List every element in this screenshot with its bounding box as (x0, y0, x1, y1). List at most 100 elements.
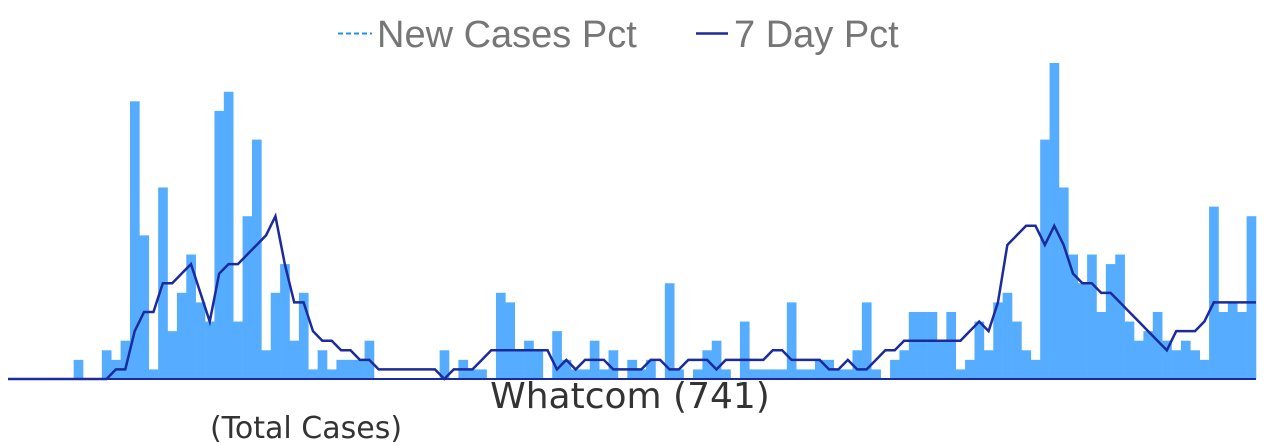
bar (308, 369, 318, 379)
bar (571, 369, 581, 379)
bar (636, 369, 647, 379)
bar (843, 369, 853, 379)
bar (298, 292, 309, 379)
bar (270, 292, 281, 379)
bar (871, 369, 881, 379)
bar (120, 340, 131, 379)
bar (261, 350, 272, 379)
seven-day-line (8, 212, 1256, 381)
bar (955, 369, 966, 379)
bar (936, 340, 947, 379)
bar (561, 359, 572, 379)
bar (1124, 321, 1135, 379)
bar (477, 369, 487, 379)
bar (129, 101, 140, 380)
bar (899, 350, 910, 379)
bar (139, 235, 150, 379)
bar (176, 292, 187, 379)
bar (524, 340, 534, 379)
legend-label-new-cases-pct: New Cases Pct (377, 14, 637, 56)
chart-title: Whatcom (741) (490, 376, 770, 417)
bar (495, 292, 506, 379)
bar (1134, 340, 1144, 379)
bar (1246, 216, 1257, 379)
bar (1012, 321, 1022, 379)
bar (646, 359, 656, 379)
bar (327, 369, 337, 379)
bar (908, 311, 919, 379)
bars (73, 63, 1257, 380)
bar (861, 302, 872, 379)
bar (674, 369, 684, 379)
bar (833, 369, 844, 379)
bar (749, 369, 759, 379)
bar (1058, 187, 1069, 379)
bar (852, 350, 863, 379)
bar (336, 359, 347, 379)
bar (890, 359, 900, 379)
bar (233, 321, 243, 379)
bar (946, 311, 957, 379)
bar (805, 369, 816, 379)
bar (1190, 350, 1200, 379)
bar (73, 359, 84, 379)
bar (711, 340, 722, 379)
bar (345, 359, 356, 379)
bar (467, 369, 478, 379)
bar (993, 302, 1003, 379)
bar (1096, 311, 1107, 379)
bar (251, 139, 262, 379)
legend: New Cases Pct 7 Day Pct (338, 14, 899, 56)
bar (242, 216, 253, 379)
bar (1227, 302, 1238, 379)
bar (148, 369, 159, 379)
bar (1002, 292, 1013, 379)
bar (777, 369, 788, 379)
bar (721, 369, 731, 379)
bar (1115, 254, 1125, 379)
bar (974, 321, 985, 379)
legend-label-7-day-pct: 7 Day Pct (734, 14, 899, 56)
bar (1209, 206, 1219, 379)
bar (1199, 359, 1210, 379)
bar (289, 340, 300, 379)
bar (552, 331, 562, 379)
bar (186, 254, 196, 379)
bar (101, 350, 112, 379)
chart-subtitle: (Total Cases) (210, 411, 402, 445)
bar (758, 369, 769, 379)
bar (786, 302, 797, 379)
bar (1143, 331, 1154, 379)
bar (1218, 311, 1229, 379)
bar (1068, 254, 1079, 379)
bar (1021, 350, 1032, 379)
bar (814, 359, 825, 379)
bar (1171, 350, 1182, 379)
bar (1049, 63, 1060, 379)
bar (918, 311, 928, 379)
bar (739, 321, 750, 379)
bar (1180, 340, 1191, 379)
bar (195, 302, 206, 379)
bar (1077, 283, 1088, 379)
bar (167, 331, 178, 379)
bar (1030, 359, 1041, 379)
bar (692, 369, 703, 379)
bar (223, 91, 234, 379)
bar (599, 369, 609, 379)
bar (965, 359, 975, 379)
bar (439, 350, 450, 379)
bar (317, 350, 328, 379)
bar (1237, 311, 1247, 379)
bar (983, 350, 994, 379)
bar (702, 350, 713, 379)
bar (514, 350, 525, 379)
bar (768, 369, 778, 379)
bar (280, 264, 290, 379)
bar (355, 359, 365, 379)
bar (214, 110, 225, 379)
bar (533, 350, 544, 379)
bar (1040, 139, 1050, 379)
bar (580, 369, 591, 379)
